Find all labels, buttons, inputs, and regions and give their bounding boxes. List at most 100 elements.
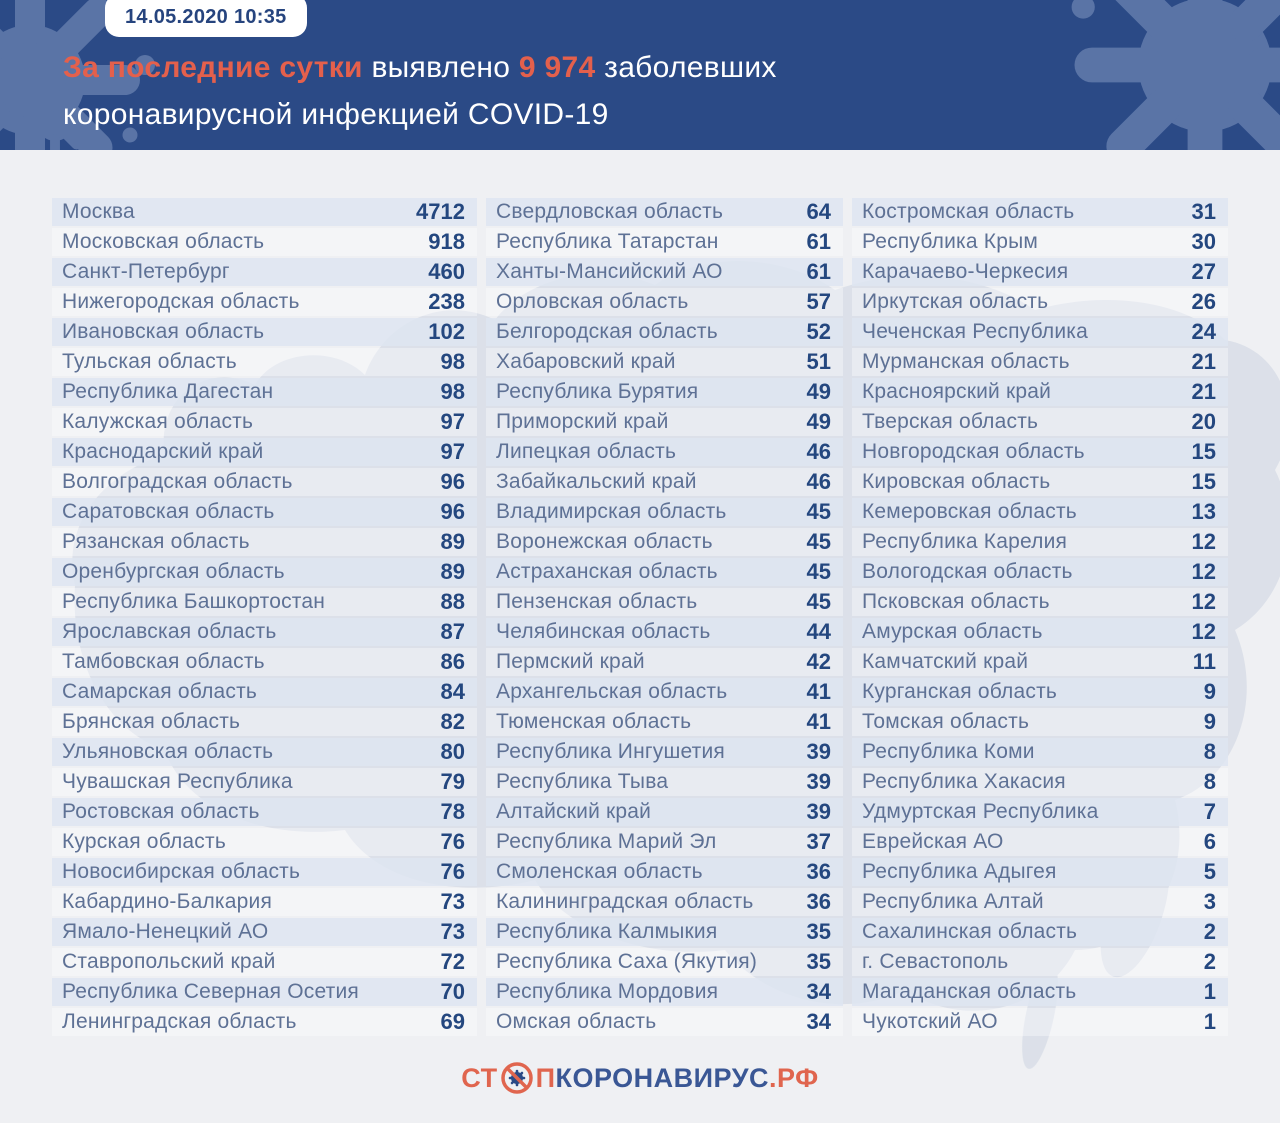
region-name: Свердловская область bbox=[496, 200, 724, 223]
region-name: Тамбовская область bbox=[62, 650, 265, 673]
table-row: Московская область 918 bbox=[52, 228, 477, 256]
region-name: Республика Калмыкия bbox=[496, 920, 718, 943]
region-name: Республика Крым bbox=[862, 230, 1039, 253]
table-row: Республика Саха (Якутия) 35 bbox=[486, 948, 843, 976]
region-name: Пензенская область bbox=[496, 590, 698, 613]
table-row: Республика Дагестан 98 bbox=[52, 378, 477, 406]
region-value: 5 bbox=[1203, 859, 1216, 884]
region-name: Владимирская область bbox=[496, 500, 727, 523]
region-value: 12 bbox=[1191, 589, 1216, 614]
region-name: Астраханская область bbox=[496, 560, 718, 583]
table-row: Новосибирская область 76 bbox=[52, 858, 477, 886]
table-row: Омская область 34 bbox=[486, 1008, 843, 1036]
region-value: 12 bbox=[1191, 529, 1216, 554]
region-value: 8 bbox=[1203, 739, 1216, 764]
table-row: Курганская область 9 bbox=[852, 678, 1228, 706]
table-row: Магаданская область 1 bbox=[852, 978, 1228, 1006]
region-value: 49 bbox=[806, 379, 831, 404]
region-value: 35 bbox=[806, 919, 831, 944]
region-value: 12 bbox=[1191, 559, 1216, 584]
region-name: Забайкальский край bbox=[496, 470, 697, 493]
region-value: 7 bbox=[1203, 799, 1216, 824]
table-row: Вологодская область 12 bbox=[852, 558, 1228, 586]
table-row: Республика Карелия 12 bbox=[852, 528, 1228, 556]
region-name: Ярославская область bbox=[62, 620, 277, 643]
table-row: Рязанская область 89 bbox=[52, 528, 477, 556]
region-name: Республика Адыгея bbox=[862, 860, 1057, 883]
region-value: 37 bbox=[806, 829, 831, 854]
table-row: Санкт-Петербург 460 bbox=[52, 258, 477, 286]
region-value: 34 bbox=[806, 979, 831, 1004]
table-row: Забайкальский край 46 bbox=[486, 468, 843, 496]
table-row: Тюменская область 41 bbox=[486, 708, 843, 736]
region-value: 9 bbox=[1203, 709, 1216, 734]
region-name: Республика Татарстан bbox=[496, 230, 719, 253]
region-value: 89 bbox=[440, 529, 465, 554]
region-value: 45 bbox=[806, 589, 831, 614]
region-value: 78 bbox=[440, 799, 465, 824]
region-name: Курская область bbox=[62, 830, 226, 853]
region-value: 21 bbox=[1191, 349, 1216, 374]
table-row: Ярославская область 87 bbox=[52, 618, 477, 646]
region-value: 9 bbox=[1203, 679, 1216, 704]
region-name: Рязанская область bbox=[62, 530, 250, 553]
table-row: Республика Татарстан 61 bbox=[486, 228, 843, 256]
region-value: 69 bbox=[440, 1009, 465, 1034]
region-value: 86 bbox=[440, 649, 465, 674]
region-name: Чувашская Республика bbox=[62, 770, 293, 793]
table-row: Кабардино-Балкария 73 bbox=[52, 888, 477, 916]
table-row: Тамбовская область 86 bbox=[52, 648, 477, 676]
table-row: Чукотский АО 1 bbox=[852, 1008, 1228, 1036]
region-value: 24 bbox=[1191, 319, 1216, 344]
region-value: 39 bbox=[806, 799, 831, 824]
region-name: Чеченская Республика bbox=[862, 320, 1088, 343]
table-row: Нижегородская область 238 bbox=[52, 288, 477, 316]
region-value: 46 bbox=[806, 439, 831, 464]
region-value: 2 bbox=[1203, 949, 1216, 974]
region-value: 73 bbox=[440, 919, 465, 944]
region-name: Ленинградская область bbox=[62, 1010, 297, 1033]
table-row: Мурманская область 21 bbox=[852, 348, 1228, 376]
region-value: 57 bbox=[806, 289, 831, 314]
table-row: Красноярский край 21 bbox=[852, 378, 1228, 406]
region-name: Костромская область bbox=[862, 200, 1075, 223]
regions-table: Москва 4712 Московская область 918 Санкт-Пет… bbox=[52, 198, 1228, 1038]
headline: За последние сутки выявлено 9 974 заболе… bbox=[63, 44, 777, 138]
region-value: 45 bbox=[806, 559, 831, 584]
region-value: 44 bbox=[806, 619, 831, 644]
table-row: Смоленская область 36 bbox=[486, 858, 843, 886]
region-name: Ростовская область bbox=[62, 800, 260, 823]
region-name: Ставропольский край bbox=[62, 950, 276, 973]
region-name: Нижегородская область bbox=[62, 290, 300, 313]
region-value: 97 bbox=[440, 439, 465, 464]
region-name: Республика Тыва bbox=[496, 770, 669, 793]
table-row: Республика Мордовия 34 bbox=[486, 978, 843, 1006]
region-name: Республика Хакасия bbox=[862, 770, 1066, 793]
table-row: Республика Калмыкия 35 bbox=[486, 918, 843, 946]
region-name: Карачаево-Черкесия bbox=[862, 260, 1069, 283]
table-row: Сахалинская область 2 bbox=[852, 918, 1228, 946]
table-row: Республика Крым 30 bbox=[852, 228, 1228, 256]
table-row: Ханты-Мансийский АО 61 bbox=[486, 258, 843, 286]
region-name: Брянская область bbox=[62, 710, 241, 733]
region-name: Псковская область bbox=[862, 590, 1050, 613]
region-name: Саратовская область bbox=[62, 500, 275, 523]
region-value: 96 bbox=[440, 469, 465, 494]
table-row: Москва 4712 bbox=[52, 198, 477, 226]
table-row: Ростовская область 78 bbox=[52, 798, 477, 826]
table-row: Ивановская область 102 bbox=[52, 318, 477, 346]
table-row: Республика Бурятия 49 bbox=[486, 378, 843, 406]
region-name: Магаданская область bbox=[862, 980, 1077, 1003]
table-row: Чувашская Республика 79 bbox=[52, 768, 477, 796]
table-row: Краснодарский край 97 bbox=[52, 438, 477, 466]
table-row: Кировская область 15 bbox=[852, 468, 1228, 496]
virus-blob-icon bbox=[1071, 0, 1280, 150]
table-row: Свердловская область 64 bbox=[486, 198, 843, 226]
table-row: Саратовская область 96 bbox=[52, 498, 477, 526]
table-row: Чеченская Республика 24 bbox=[852, 318, 1228, 346]
region-value: 11 bbox=[1192, 649, 1216, 674]
region-value: 98 bbox=[440, 349, 465, 374]
table-column-2: Свердловская область 64 Республика Татарст… bbox=[486, 198, 843, 1038]
table-row: Ставропольский край 72 bbox=[52, 948, 477, 976]
table-row: Республика Адыгея 5 bbox=[852, 858, 1228, 886]
